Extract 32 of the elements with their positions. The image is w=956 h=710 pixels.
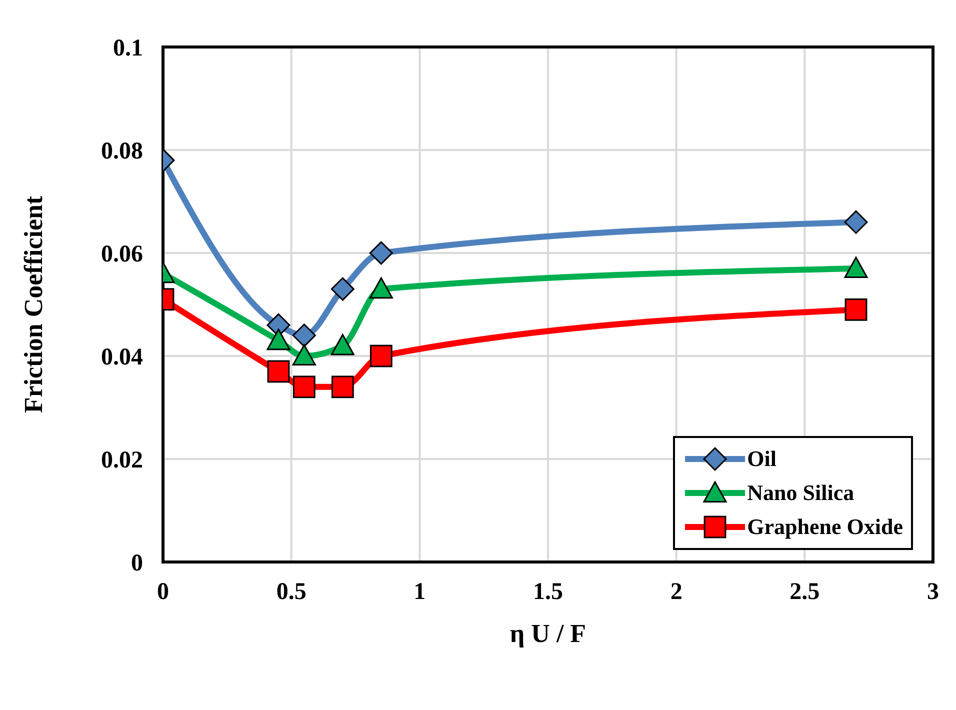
x-axis-title: η U / F (510, 619, 586, 648)
y-axis-title: Friction Coefficient (19, 196, 48, 414)
point (369, 241, 393, 265)
y-tick-label: 0.1 (113, 36, 143, 62)
point (844, 210, 868, 234)
x-tick-label: 2.5 (790, 579, 820, 606)
x-tick-label: 2 (670, 579, 682, 606)
legend-label: Oil (747, 446, 776, 472)
point (292, 376, 316, 398)
x-tick-label: 3 (927, 579, 939, 606)
point (844, 256, 868, 278)
point (267, 360, 290, 383)
y-tick-label: 0.06 (101, 242, 143, 268)
x-tick-label: 1 (414, 579, 426, 606)
y-tick-label: 0.04 (101, 344, 143, 371)
point (330, 277, 354, 301)
x-tick-label: 1.5 (533, 579, 563, 606)
y-tick-label: 0.02 (101, 448, 143, 474)
y-tick-label: 0.08 (101, 138, 143, 165)
point (330, 334, 354, 356)
x-tick-label: 0.5 (276, 579, 306, 606)
x-tick-label: 0 (157, 579, 169, 606)
point (266, 328, 290, 350)
legend-label: Nano Silica (747, 480, 854, 506)
point (292, 324, 316, 348)
legend-label: Graphene Oxide (747, 514, 903, 540)
point (369, 277, 393, 299)
point (370, 344, 392, 368)
point (331, 376, 354, 398)
point (844, 298, 868, 321)
point (292, 344, 316, 366)
y-tick-label: 0 (131, 550, 143, 577)
